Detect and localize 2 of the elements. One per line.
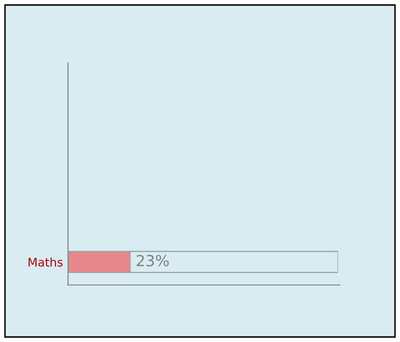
y-tick-label: Maths	[28, 257, 63, 267]
data-label: 23%	[136, 254, 169, 266]
